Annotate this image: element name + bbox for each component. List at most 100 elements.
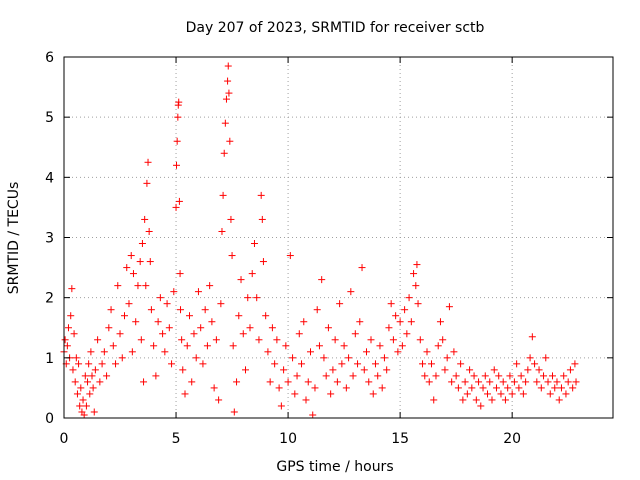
data-point [152,372,160,380]
points-layer [60,62,580,419]
data-point [244,294,252,302]
data-point [522,378,530,386]
data-point [481,372,489,380]
data-point [475,378,483,386]
data-point [129,270,137,278]
data-point [401,306,409,314]
data-point [72,354,80,362]
data-point [132,318,140,326]
data-point [239,330,247,338]
data-point [70,330,78,338]
data-point [560,372,568,380]
data-point [98,360,106,368]
data-point [300,318,308,326]
data-point [374,372,382,380]
data-point [178,336,186,344]
data-point [194,288,202,296]
data-point [387,300,395,308]
data-point [501,396,509,404]
data-point [255,336,263,344]
data-point [526,354,534,362]
data-point [354,360,362,368]
data-point [448,378,456,386]
data-point [222,95,230,103]
data-point [199,360,207,368]
data-point [220,149,228,157]
data-point [88,372,96,380]
data-point [127,252,135,260]
data-point [248,270,256,278]
data-point [566,366,574,374]
data-point [537,384,545,392]
data-point [349,372,357,380]
data-point [218,227,226,235]
data-point [212,336,220,344]
data-point [185,312,193,320]
data-point [118,354,126,362]
data-point [266,378,274,386]
data-point [490,366,498,374]
x-tick-label: 10 [279,431,297,447]
data-point [142,282,150,290]
data-point [271,360,279,368]
data-point [304,378,312,386]
data-point [338,360,346,368]
data-point [228,252,236,260]
data-point [150,342,158,350]
data-point [479,384,487,392]
data-point [289,354,297,362]
y-tick-label: 0 [45,411,54,427]
data-point [229,342,237,350]
data-point [137,336,145,344]
data-point [524,366,532,374]
data-point [423,348,431,356]
data-point [210,384,218,392]
data-point [470,372,478,380]
data-point [369,390,377,398]
tick-labels-layer: 0 1 2 3 4 5 6 0 5 10 15 20 [45,50,521,447]
data-point [188,378,196,386]
data-point [333,378,341,386]
data-point [262,312,270,320]
data-point [217,300,225,308]
data-point [82,402,90,410]
data-point [510,378,518,386]
data-point [235,312,243,320]
data-point [259,258,267,266]
data-point [91,366,99,374]
data-point [103,372,111,380]
data-point [61,336,69,344]
data-point [441,366,449,374]
data-point [454,384,462,392]
data-point [413,261,421,269]
data-point [434,342,442,350]
data-point [224,77,232,85]
data-point [268,324,276,332]
y-axis-title: SRMTID / TECUs [6,182,22,295]
data-point [71,378,79,386]
data-point [548,372,556,380]
data-point [147,306,155,314]
data-point [439,336,447,344]
data-point [219,191,227,199]
data-point [544,378,552,386]
data-point [69,366,77,374]
data-point [412,282,420,290]
data-point [298,360,306,368]
data-point [445,303,453,311]
data-point [336,300,344,308]
data-point [275,384,283,392]
data-point [105,324,113,332]
data-point [443,354,451,362]
data-point [273,336,281,344]
data-point [564,378,572,386]
data-point [324,324,332,332]
data-point [284,378,292,386]
data-point [313,306,321,314]
data-point [144,158,152,166]
data-point [85,360,93,368]
data-point [430,396,438,404]
data-point [517,372,525,380]
data-point [427,360,435,368]
data-point [107,306,115,314]
